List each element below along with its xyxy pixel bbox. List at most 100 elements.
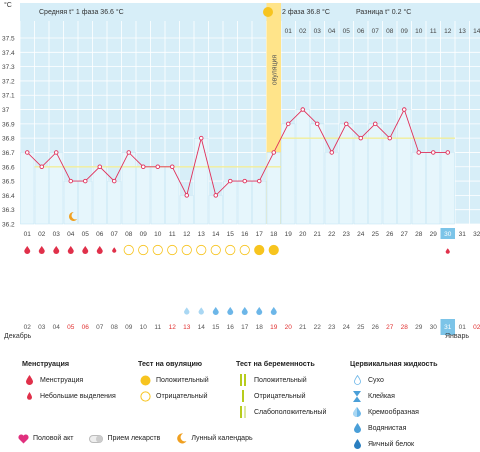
x-day-label: 25 <box>372 231 380 238</box>
x-day-label: 12 <box>183 231 191 238</box>
y-tick-label: 37.1 <box>2 93 15 100</box>
calendar-date-label: 16 <box>227 324 235 331</box>
ovulation-test-negative <box>152 244 163 256</box>
temp-bar <box>411 152 426 225</box>
legend-pregnancy-weak-label: Слабоположительный <box>254 408 327 416</box>
temperature-point <box>227 178 233 184</box>
legend-spotting-item: Небольшие выделения <box>22 388 116 404</box>
temp-bar <box>107 180 122 225</box>
temperature-point <box>126 150 131 155</box>
spotting-drop <box>445 248 450 254</box>
calendar-date-label: 19 <box>270 324 278 331</box>
x-day-label: 09 <box>140 231 148 238</box>
yellow-filled-circle-icon <box>138 375 152 386</box>
yellow-empty-circle-icon <box>138 390 152 402</box>
temperature-point <box>286 121 291 127</box>
calendar-date-label: 08 <box>111 324 119 331</box>
temp-bar <box>295 109 310 225</box>
legend-cervical-creamy-label: Кремообразная <box>368 408 419 416</box>
top-day-label: 03 <box>314 28 322 35</box>
legend-pregnancy-weak: Слабоположительный <box>236 404 326 420</box>
temp-bar <box>223 180 238 225</box>
double-bar-icon <box>236 374 250 386</box>
x-day-label: 01 <box>24 231 32 238</box>
temperature-point <box>416 150 422 155</box>
top-day-label: 05 <box>343 28 351 35</box>
watery-drop <box>241 307 248 315</box>
ovulation-label: овуляция <box>271 55 278 86</box>
top-day-label: 07 <box>372 28 380 35</box>
temp-bar <box>310 123 325 225</box>
ovulation-test-negative <box>181 244 192 256</box>
temperature-chart: 37.5 37.4 37.3 37.2 37.1 37 36.9 36.8 36.7 36.6 36… <box>2 3 480 335</box>
legend-pregnancy-positive-label: Положительный <box>254 376 307 384</box>
top-day-label: 10 <box>415 28 423 35</box>
weak-double-bar-icon <box>236 406 250 418</box>
watery-drop <box>227 307 234 315</box>
menstruation-drop <box>67 246 74 255</box>
legend-moon-calendar-label: Лунный календарь <box>191 435 253 442</box>
top-day-label: 02 <box>299 28 307 35</box>
calendar-date-label: 07 <box>96 324 104 331</box>
x-day-label: 20 <box>299 231 307 238</box>
legend-ovulation-negative: Отрицательный <box>138 388 209 404</box>
temp-bar <box>92 166 107 225</box>
y-axis-unit: °C <box>4 2 12 9</box>
empty-drop-icon <box>350 375 364 385</box>
x-day-label: 13 <box>198 231 206 238</box>
x-day-label: 10 <box>154 231 162 238</box>
legend-menstruation: Менструация Менструация Небольшие выделе… <box>22 359 116 404</box>
y-tick-label: 37.3 <box>2 64 15 71</box>
temp-bar <box>136 166 151 225</box>
x-day-label: 02 <box>38 231 46 238</box>
x-day-label: 08 <box>125 231 133 238</box>
temperature-difference-label: Разница t° 0.2 °C <box>356 9 412 16</box>
x-day-label: 16 <box>241 231 249 238</box>
calendar-date-label: 17 <box>241 324 249 331</box>
temperature-point <box>315 121 320 127</box>
legend-cervical-sticky-label: Клейкая <box>368 392 395 400</box>
x-day-label: 23 <box>343 231 351 238</box>
legend-pregnancy-negative-label: Отрицательный <box>254 392 306 400</box>
temperature-point <box>68 178 73 184</box>
calendar-date-label: 15 <box>212 324 220 331</box>
temperature-point <box>54 150 59 155</box>
x-day-label: 18 <box>270 231 278 238</box>
heart-icon <box>18 433 29 444</box>
x-day-label: 14 <box>212 231 220 238</box>
ovulation-test-negative <box>167 244 178 256</box>
legend-ovulation-test: Тест на овуляцию Положительный Отрицател… <box>138 359 209 404</box>
temp-bar <box>34 166 49 225</box>
temperature-point <box>373 121 378 127</box>
ovulation-test-negative <box>225 244 236 256</box>
menstruation-drop <box>38 246 45 255</box>
temperature-point <box>344 121 349 127</box>
creamy-drop <box>184 307 190 315</box>
top-day-label: 06 <box>357 28 365 35</box>
x-day-label: 31 <box>459 231 467 238</box>
legend-cervical-creamy: Кремообразная <box>350 404 437 420</box>
ovulation-test-negative <box>196 244 207 256</box>
legend-ovulation-positive: Положительный <box>138 372 209 388</box>
legend-ovulation-positive-label: Положительный <box>156 376 209 384</box>
month-left-label: Декабрь <box>4 333 32 340</box>
y-tick-label: 37.4 <box>2 50 15 57</box>
temp-bar <box>368 123 383 225</box>
x-day-label: 03 <box>53 231 61 238</box>
temp-bar <box>266 152 281 225</box>
temp-bar <box>324 152 339 225</box>
selected-date-highlight <box>440 319 455 335</box>
calendar-date-label: 28 <box>401 324 409 331</box>
temperature-point <box>155 164 160 170</box>
top-day-label: 13 <box>459 28 467 35</box>
egg-white-drop-icon <box>350 439 364 449</box>
x-day-label: 06 <box>96 231 104 238</box>
y-tick-label: 36.9 <box>2 121 15 128</box>
calendar-date-label: 30 <box>430 324 438 331</box>
temperature-point <box>25 150 30 155</box>
temperature-point <box>140 164 146 170</box>
pill-icon <box>89 434 104 443</box>
moon-icon <box>69 211 78 221</box>
ovulation-test-negative <box>239 244 250 256</box>
